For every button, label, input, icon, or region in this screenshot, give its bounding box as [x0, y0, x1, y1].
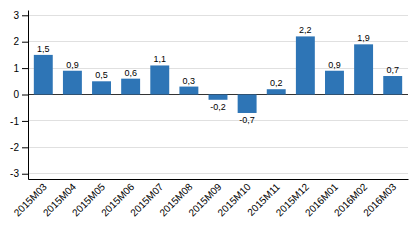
- data-label: 1,1: [154, 54, 167, 64]
- axis-line: [28, 11, 29, 180]
- bar: [209, 95, 228, 100]
- bar: [267, 89, 286, 94]
- data-label: 0,5: [95, 70, 108, 80]
- plot: -3 -2 -1 0 1 2 3 2015M032015M042015M052015M0620…: [10, 10, 408, 218]
- data-label: 0,9: [66, 60, 79, 70]
- tick-mark: [22, 42, 28, 43]
- bar: [121, 79, 140, 95]
- tick-mark: [22, 147, 28, 148]
- bar: [150, 65, 169, 94]
- tick: -1: [10, 116, 28, 127]
- tick: 2: [13, 36, 28, 47]
- tick: 1: [13, 63, 28, 74]
- tick-label: -2: [10, 142, 19, 153]
- tick-label: 2: [13, 36, 19, 47]
- data-label: 2,2: [299, 25, 312, 35]
- tick: 0: [13, 89, 28, 100]
- tick-label: -1: [10, 116, 19, 127]
- bar: [296, 36, 315, 94]
- grid: [28, 15, 408, 173]
- grid-line: [28, 15, 408, 16]
- grid-line: [28, 120, 408, 121]
- grid-line: [28, 173, 408, 174]
- bar: [63, 71, 82, 95]
- tick: 2016M03: [361, 179, 399, 218]
- bar: [179, 87, 198, 95]
- bar: [92, 81, 111, 94]
- tick-mark: [22, 15, 28, 16]
- chart: -3 -2 -1 0 1 2 3 2015M032015M042015M052015M0620…: [0, 0, 416, 227]
- x-axis: 2015M032015M042015M052015M062015M072015M…: [12, 179, 409, 218]
- tick-mark: [22, 174, 28, 175]
- bar: [34, 55, 53, 95]
- tick-label: 3: [13, 10, 19, 21]
- tick: 3: [13, 10, 28, 21]
- tick-mark: [22, 68, 28, 69]
- tick-label: 1: [13, 63, 19, 74]
- bars: [34, 36, 402, 113]
- data-label: 0,3: [183, 76, 196, 86]
- data-label: 0,7: [386, 65, 399, 75]
- data-label: 0,9: [328, 60, 341, 70]
- bar: [325, 71, 344, 95]
- data-label: -0,2: [210, 102, 226, 112]
- tick: -2: [10, 142, 28, 153]
- axis-line: [29, 179, 409, 180]
- data-label: 0,6: [124, 68, 137, 78]
- tick-mark: [22, 121, 28, 122]
- bar: [383, 76, 402, 94]
- data-labels: 1,5 0,9 0,5 0,6 1,1 0,3 -0,2 -0,7 0,2 2,2 0,9 1,9 0,…: [37, 25, 399, 124]
- grid-line: [28, 147, 408, 148]
- bar: [354, 44, 373, 94]
- tick-label: 2016M03: [361, 181, 399, 219]
- data-label: 0,2: [270, 78, 283, 88]
- bar: [238, 95, 257, 113]
- tick-mark: [22, 95, 28, 96]
- y-axis: -3 -2 -1 0 1 2 3: [10, 10, 28, 180]
- tick-label: 0: [13, 89, 19, 100]
- data-label: -0,7: [239, 115, 255, 125]
- data-label: 1,9: [357, 33, 370, 43]
- grid-line: [28, 68, 408, 69]
- tick-label: -3: [10, 168, 19, 179]
- data-label: 1,5: [37, 44, 50, 54]
- grid-line: [28, 41, 408, 42]
- tick: -3: [10, 168, 28, 179]
